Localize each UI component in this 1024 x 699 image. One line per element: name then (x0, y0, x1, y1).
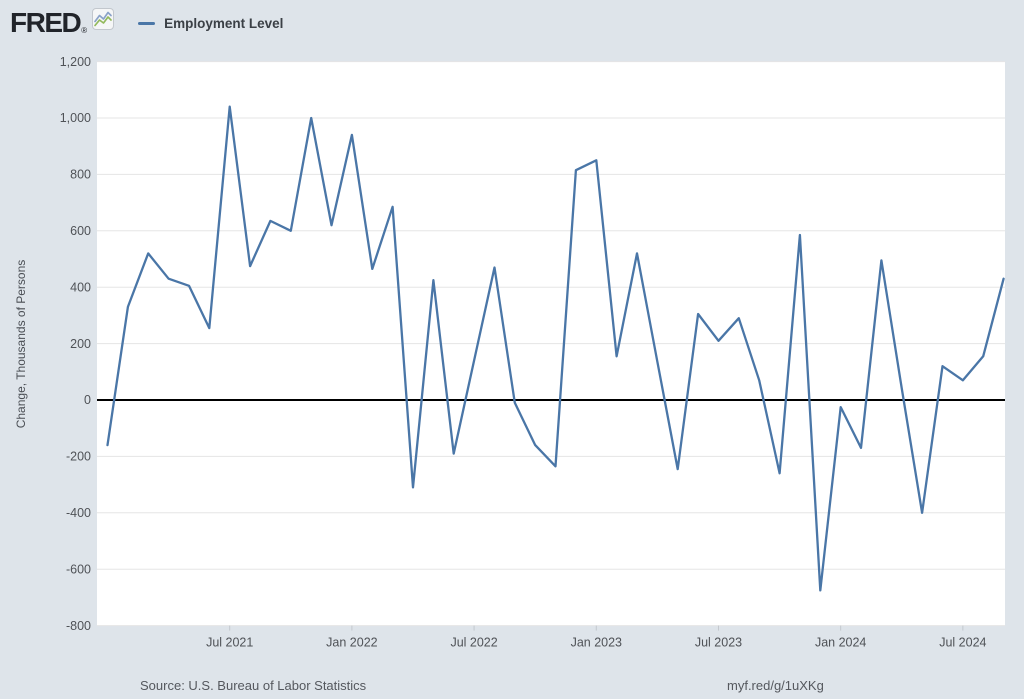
fred-logo[interactable]: FRED ® (10, 7, 115, 38)
legend: Employment Level (138, 16, 283, 31)
x-tick-label: Jan 2022 (326, 636, 377, 650)
registered-mark: ® (81, 26, 88, 35)
source-text: Source: U.S. Bureau of Labor Statistics (140, 678, 367, 693)
y-tick-label: -400 (66, 506, 91, 520)
y-tick-label: 600 (70, 224, 91, 238)
x-tick-label: Jul 2023 (695, 636, 742, 650)
y-tick-label: 1,000 (60, 111, 91, 125)
short-url-link[interactable]: myf.red/g/1uXKg (727, 678, 824, 693)
y-tick-label: -600 (66, 562, 91, 576)
y-tick-label: 400 (70, 280, 91, 294)
fred-logo-text: FRED (10, 7, 82, 38)
employment-level-series-line (106, 105, 1005, 592)
y-axis-title: Change, Thousands of Persons (14, 259, 28, 429)
header: FRED ® Employment Level (10, 8, 283, 38)
y-tick-label: 1,200 (60, 55, 91, 69)
y-tick-label: -800 (66, 619, 91, 633)
y-tick-label: -200 (66, 450, 91, 464)
x-tick-label: Jul 2024 (939, 636, 986, 650)
dual-sparkline-icon (92, 8, 115, 35)
legend-line-swatch (138, 21, 156, 25)
y-tick-label: 800 (70, 168, 91, 182)
x-tick-label: Jul 2021 (206, 636, 253, 650)
x-tick-label: Jan 2024 (815, 636, 866, 650)
x-tick-label: Jul 2022 (450, 636, 497, 650)
legend-series-label: Employment Level (164, 15, 284, 31)
y-tick-label: 200 (70, 337, 91, 351)
x-tick-label: Jan 2023 (571, 636, 622, 650)
y-tick-label: 0 (84, 393, 91, 407)
